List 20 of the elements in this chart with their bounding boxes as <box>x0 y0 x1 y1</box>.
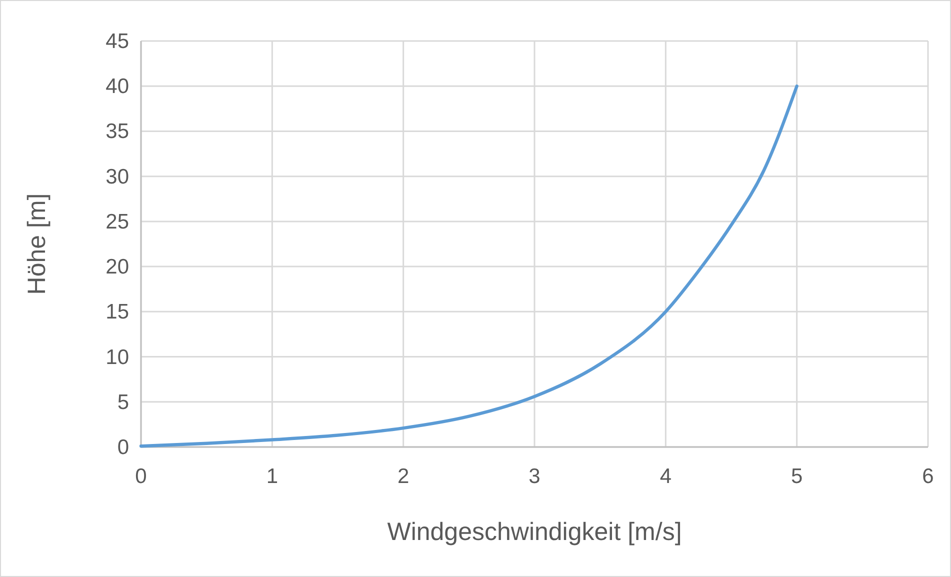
x-axis-title: Windgeschwindigkeit [m/s] <box>387 518 682 546</box>
x-tick-label: 6 <box>922 465 934 488</box>
y-tick-label: 20 <box>106 256 129 279</box>
y-tick-label: 45 <box>106 30 129 53</box>
y-tick-label: 0 <box>117 436 129 459</box>
y-tick-label: 30 <box>106 165 129 188</box>
x-tick-label: 3 <box>528 465 540 488</box>
y-tick-label: 15 <box>106 300 129 324</box>
y-axis-title: Höhe [m] <box>23 193 51 295</box>
x-tick-label: 4 <box>660 465 672 488</box>
x-tick-label: 1 <box>266 465 278 488</box>
x-tick-label: 2 <box>397 465 410 488</box>
line-series <box>139 84 798 448</box>
x-tick-label: 5 <box>790 465 803 488</box>
y-tick-label: 35 <box>106 120 129 144</box>
y-tick-label: 25 <box>106 210 129 234</box>
y-tick-label: 40 <box>106 75 129 98</box>
y-tick-label: 5 <box>117 390 129 414</box>
y-tick-label: 10 <box>106 346 129 369</box>
x-tick-label: 0 <box>135 465 147 488</box>
